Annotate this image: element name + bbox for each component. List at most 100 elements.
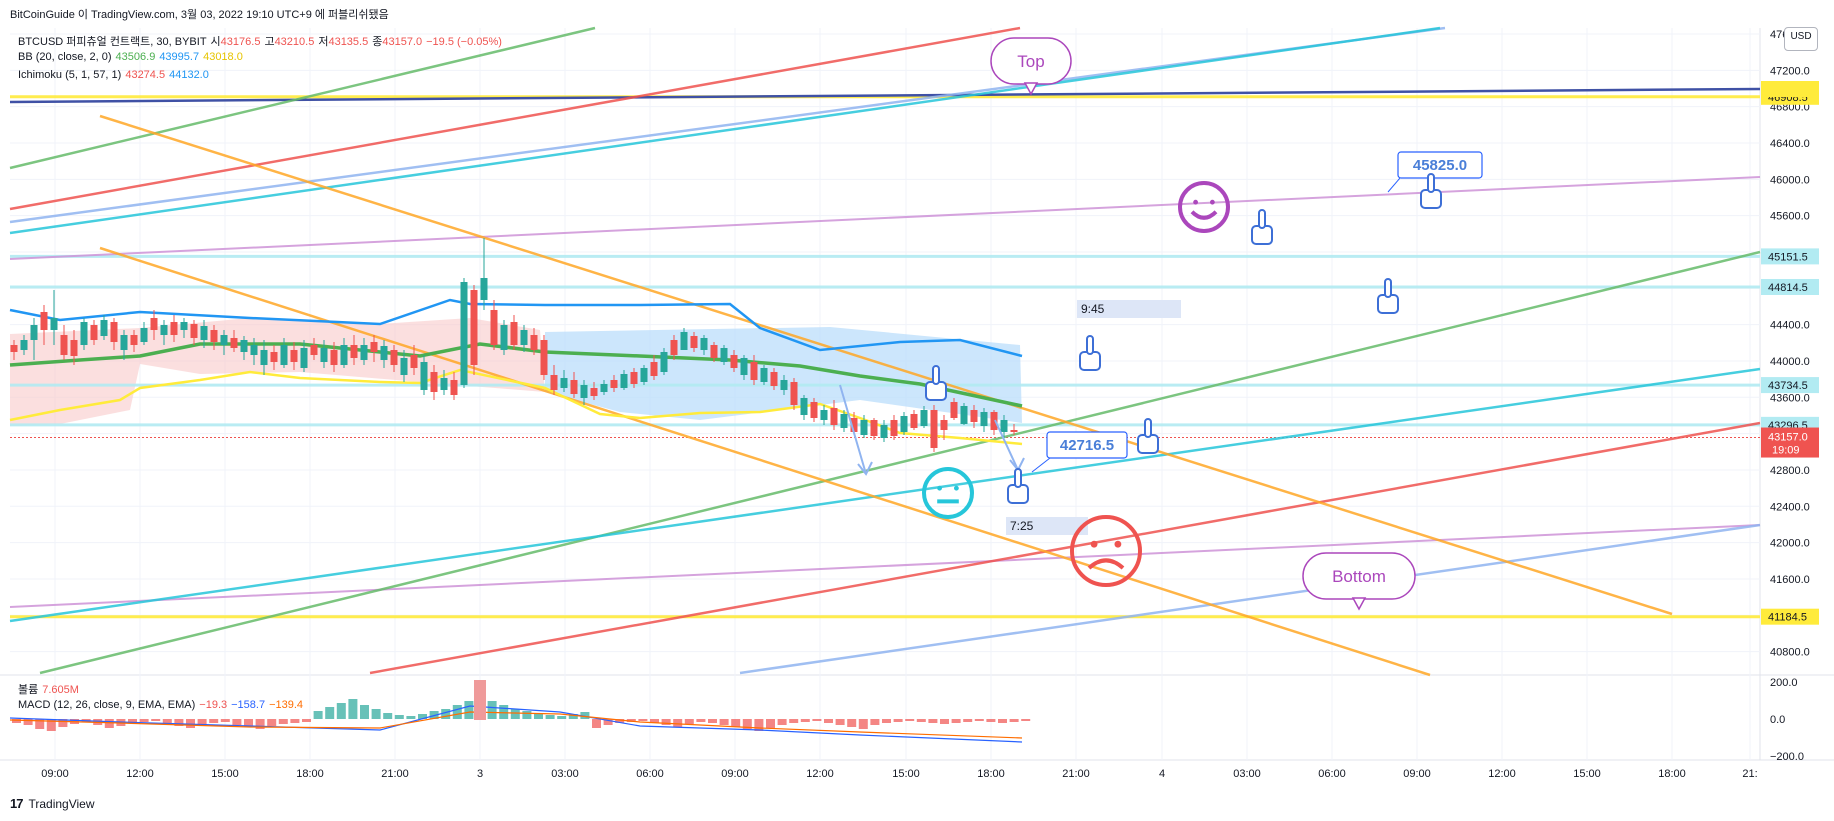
candle-body [450,380,458,395]
macd-line [9,705,1023,743]
candle-body [430,372,438,392]
y-tick-label: 41600.0 [1770,574,1810,586]
candle-body [630,372,638,384]
x-tick-label: 21:00 [381,768,409,780]
candle-body [440,378,448,390]
x-tick-label: 18:00 [977,768,1005,780]
macd-signal: −139.4 [269,699,304,711]
macd-histogram-bar [650,719,659,723]
footer-brand[interactable]: 17 TradingView [10,796,95,811]
candle-body [830,408,838,425]
price-note-high-text: 45825.0 [1413,157,1467,174]
callout-top-tail [1023,82,1039,96]
volume-spike [474,680,486,720]
macd-histogram-bar [1009,719,1019,722]
price-label-bg [1761,377,1819,394]
x-tick-label: 03:00 [1233,768,1261,780]
pointing-hand-icon [1079,335,1101,371]
y-tick-label: 44000.0 [1770,356,1810,368]
last-price-label: 43157.0 [1768,432,1808,444]
candle-body [1000,420,1008,432]
sad-face-icon [1070,515,1142,587]
candle-body [250,345,258,355]
trend-line [9,176,1761,260]
macd-histogram-bar [255,719,265,729]
macd-histogram-bar [441,709,451,719]
callout-top: Top [990,37,1072,96]
macd-histogram-bar [951,719,961,723]
currency-label: USD [1790,31,1812,42]
time-note-2-bg [1006,517,1088,535]
candle-body [880,425,888,438]
pointing-hand-icon [1377,278,1399,314]
y-tick-label: 45600.0 [1770,211,1810,223]
macd-histogram-bar [510,709,520,719]
candle-body [80,322,88,345]
currency-badge[interactable]: USD [1784,27,1818,51]
candle-body [290,350,298,362]
time-note-2: 7:25 [1006,517,1088,535]
ichimoku-legend[interactable]: Ichimoku (5, 1, 57, 1) 43274.5 44132.0 [18,69,213,81]
price-label-bg [1761,248,1819,265]
note-pointer [1031,457,1051,473]
pointing-hand-icon [1251,209,1273,245]
candle-body [590,388,598,396]
candle-body [710,345,718,358]
trend-line [739,523,1761,675]
bb-lower: 43018.0 [203,51,243,63]
candle-body [570,380,578,394]
x-tick-label: 15:00 [1573,768,1601,780]
macd-histogram-bar [986,719,996,722]
symbol-legend[interactable]: BTCUSD 퍼피츄얼 컨트랙트, 30, BYBIT 시43176.5 고4321… [18,33,506,49]
macd-histogram-bar [940,719,949,724]
footer-brand-label: TradingView [28,796,95,811]
macd-histogram-bar [23,719,33,725]
macd-histogram-bar [754,719,764,731]
macd-legend[interactable]: MACD (12, 26, close, 9, EMA, EMA) −19.3 −1… [18,699,307,711]
macd-histogram-bar [998,719,1007,723]
trend-line [39,250,1761,675]
smiley-face-icon-eye [1193,199,1198,205]
callout-bottom: Bottom [1302,552,1416,611]
macd-histogram-bar [545,715,555,719]
callout-bottom-text: Bottom [1332,567,1386,586]
trend-line [9,26,1441,235]
bb-basis: 43506.9 [115,51,156,63]
candle-body [60,335,68,355]
macd-histogram-bar [580,712,590,719]
x-tick-label: 09:00 [721,768,749,780]
x-tick-label: 12:00 [1488,768,1516,780]
volume-legend[interactable]: 볼륨 7.605M [18,681,83,697]
sad-face-icon-outline [1070,515,1142,587]
candle-body [990,412,998,430]
candle-body [980,412,988,426]
price-note-low-box [1046,431,1128,459]
macd-histogram-bar [870,719,880,725]
candle-body [900,416,908,432]
pointing-hand-icon [1007,468,1029,504]
price-label-bg [1761,608,1819,625]
trend-line [9,367,1761,623]
pointing-hand-icon [925,365,947,401]
candle-body [550,375,558,390]
macd-histogram-bar [499,705,509,719]
ichimoku-v1: 43274.5 [125,69,166,81]
macd-histogram-bar [522,711,532,719]
y-tick-label: 46000.0 [1770,174,1810,186]
hand-finger [1144,418,1152,438]
macd-histogram-bar [882,719,891,723]
candle-body [730,355,738,368]
macd-histogram-bar [719,719,729,725]
macd-histogram-bar [12,719,21,723]
x-tick-label: 09:00 [1403,768,1431,780]
macd-histogram-bar [847,719,857,727]
low-label: 저 [318,36,329,48]
macd-histogram-bar [418,714,427,719]
candle-body [860,420,868,435]
candle-body [240,340,248,352]
candle-body [970,410,978,422]
macd-histogram-bar [313,711,323,719]
candle-body [110,322,118,342]
bb-legend[interactable]: BB (20, close, 2, 0) 43506.9 43995.7 43018.… [18,51,247,63]
